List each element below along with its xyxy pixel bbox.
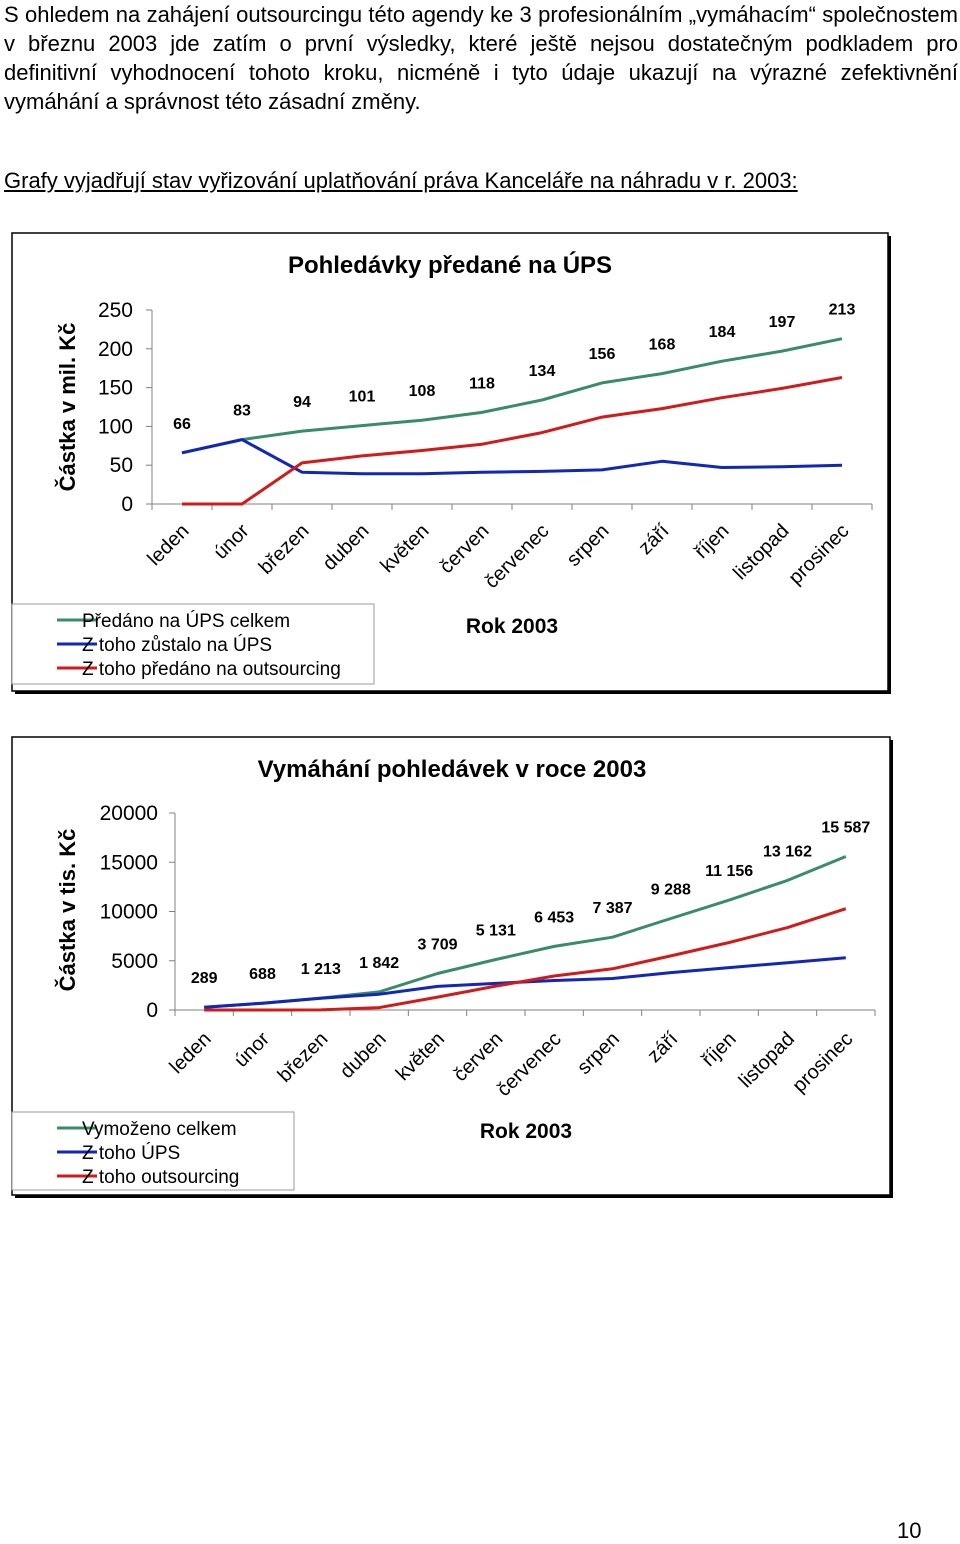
y-tick-label: 50 (110, 454, 133, 477)
data-label: 108 (409, 383, 436, 400)
charts-intro: Grafy vyjadřují stav vyřizování uplatňov… (4, 168, 798, 193)
data-label: 7 387 (592, 900, 632, 917)
data-label: 688 (249, 966, 276, 983)
y-tick-label: 15000 (100, 851, 158, 874)
x-axis-label: Rok 2003 (480, 1120, 572, 1143)
data-label: 13 162 (763, 843, 812, 860)
data-label: 134 (529, 363, 556, 380)
y-tick-label: 0 (146, 999, 158, 1022)
y-tick-label: 100 (98, 415, 133, 438)
data-label: 15 587 (821, 819, 870, 836)
data-label: 66 (173, 416, 191, 433)
y-tick-label: 0 (121, 493, 133, 516)
data-label: 6 453 (534, 909, 574, 926)
data-label: 1 213 (301, 961, 341, 978)
legend-entry: Vymoženo celkem (82, 1119, 237, 1140)
data-label: 289 (191, 970, 218, 987)
data-label: 156 (589, 346, 616, 363)
data-label: 197 (769, 314, 796, 331)
series-line (182, 376, 843, 506)
data-label: 118 (469, 375, 495, 392)
data-label: 168 (649, 337, 676, 354)
legend-entry: Z toho předáno na outsourcing (82, 659, 341, 680)
series-line (204, 907, 847, 1012)
y-axis-label: Částka v tis. Kč (55, 829, 80, 992)
data-label: 184 (709, 324, 736, 341)
body-paragraph: S ohledem na zahájení outsourcingu této … (4, 2, 958, 114)
data-label: 101 (349, 389, 376, 406)
y-tick-label: 200 (98, 338, 133, 361)
x-axis-label: Rok 2003 (466, 615, 558, 638)
y-tick-label: 5000 (111, 950, 158, 973)
legend-entry: Z toho ÚPS (82, 1142, 180, 1164)
legend-entry: Z toho zůstalo na ÚPS (82, 634, 272, 656)
data-label: 213 (829, 302, 856, 319)
data-label: 9 288 (651, 882, 691, 899)
data-label: 94 (293, 394, 311, 411)
series-line (181, 337, 843, 455)
page-number: 10 (897, 1518, 922, 1543)
data-label: 3 709 (417, 936, 457, 953)
y-axis-label: Částka v mil. Kč (55, 323, 80, 492)
chart-title: Vymáhání pohledávek v roce 2003 (258, 756, 647, 783)
legend-entry: Z toho outsourcing (82, 1167, 239, 1188)
y-tick-label: 10000 (100, 901, 158, 924)
chart-recovery: Vymáhání pohledávek v roce 2003 Částka v … (11, 736, 893, 1198)
y-tick-label: 20000 (100, 802, 158, 825)
data-label: 1 842 (359, 955, 399, 972)
y-tick-label: 250 (98, 299, 133, 322)
chart-receivables: Pohledávky předané na ÚPS Částka v mil. K… (11, 232, 891, 694)
y-tick-label: 150 (98, 377, 133, 400)
legend-entry: Předáno na ÚPS celkem (82, 610, 290, 632)
data-label: 5 131 (476, 922, 516, 939)
series-line (181, 438, 843, 476)
data-label: 83 (233, 403, 251, 420)
data-label: 11 156 (705, 863, 753, 880)
chart-title: Pohledávky předané na ÚPS (288, 251, 612, 279)
